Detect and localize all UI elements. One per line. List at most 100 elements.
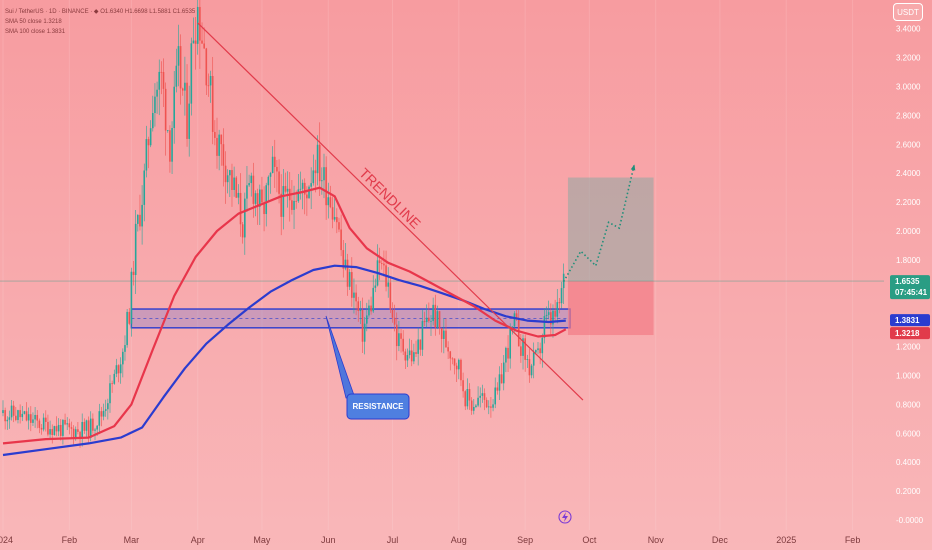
candle-body xyxy=(152,113,154,128)
candle-body xyxy=(310,183,312,187)
candle-body xyxy=(276,167,278,172)
x-tick-label: Nov xyxy=(648,535,665,545)
candle-body xyxy=(375,286,377,288)
currency-button[interactable]: USDT xyxy=(893,3,923,21)
candle-body xyxy=(255,193,257,204)
y-tick-label: 3.4000 xyxy=(896,25,921,34)
x-tick-label: Sep xyxy=(517,535,533,545)
candle-body xyxy=(405,351,407,360)
candle-body xyxy=(394,318,396,325)
candle-body xyxy=(66,423,68,424)
candle-body xyxy=(447,347,449,351)
candle-body xyxy=(176,66,178,87)
candle-body xyxy=(124,345,126,352)
candle-body xyxy=(304,183,306,195)
candle-body xyxy=(146,139,148,170)
candle-body xyxy=(210,76,212,85)
candle-body xyxy=(154,97,156,113)
candle-body xyxy=(225,166,227,182)
candle-body xyxy=(21,414,23,417)
candle-body xyxy=(302,183,304,189)
candle-body xyxy=(456,366,458,370)
candle-body xyxy=(11,406,13,418)
candle-body xyxy=(261,190,263,203)
candle-body xyxy=(460,360,462,380)
candle-body xyxy=(330,197,332,207)
candle-body xyxy=(107,403,109,409)
candle-body xyxy=(218,135,220,156)
candle-body xyxy=(372,288,374,311)
candle-body xyxy=(503,363,505,384)
candle-body xyxy=(90,419,92,438)
candle-body xyxy=(9,417,11,419)
candle-body xyxy=(387,282,389,286)
candle-body xyxy=(32,419,34,422)
candle-body xyxy=(308,187,310,199)
candle-body xyxy=(99,411,101,426)
candle-body xyxy=(113,374,115,384)
candle-body xyxy=(36,415,38,421)
candle-body xyxy=(383,264,385,266)
x-tick-label: Apr xyxy=(191,535,205,545)
x-tick-label: Dec xyxy=(712,535,729,545)
candle-body xyxy=(214,132,216,138)
candle-body xyxy=(19,410,21,417)
candle-body xyxy=(131,272,133,324)
candle-body xyxy=(313,170,315,183)
candle-body xyxy=(246,185,248,198)
candle-body xyxy=(86,420,88,430)
candle-body xyxy=(58,425,60,431)
y-tick-label: 3.2000 xyxy=(896,54,921,63)
candle-body xyxy=(413,352,415,361)
candle-body xyxy=(488,406,490,407)
x-tick-label: Jun xyxy=(321,535,336,545)
candle-body xyxy=(501,374,503,383)
candle-body xyxy=(278,171,280,193)
legend-line-1: SMA 50 close 1.3218 xyxy=(5,19,62,25)
candle-body xyxy=(490,406,492,407)
candle-body xyxy=(26,411,28,420)
candle-body xyxy=(306,195,308,199)
candle-body xyxy=(122,352,124,365)
x-tick-label: Aug xyxy=(451,535,467,545)
candle-body xyxy=(477,398,479,406)
candle-body xyxy=(197,7,199,44)
x-tick-label: Jul xyxy=(387,535,399,545)
candle-body xyxy=(334,217,336,220)
candle-body xyxy=(165,89,167,131)
stop-zone xyxy=(568,281,654,335)
candle-body xyxy=(203,44,205,49)
candle-body xyxy=(484,393,486,400)
y-tick-label: 0.4000 xyxy=(896,458,921,467)
candle-body xyxy=(184,83,186,91)
candle-body xyxy=(6,420,8,421)
candle-body xyxy=(270,173,272,177)
y-tick-label: 0.2000 xyxy=(896,487,921,496)
candle-body xyxy=(321,180,323,181)
candle-body xyxy=(486,400,488,407)
candle-body xyxy=(182,88,184,90)
candle-body xyxy=(539,348,541,353)
candle-body xyxy=(92,419,94,431)
candle-body xyxy=(471,401,473,411)
candle-body xyxy=(161,72,163,73)
candle-body xyxy=(216,138,218,156)
candle-body xyxy=(265,185,267,214)
candle-body xyxy=(94,430,96,431)
candle-body xyxy=(64,420,66,424)
candle-body xyxy=(156,90,158,97)
candle-body xyxy=(148,139,150,145)
candle-body xyxy=(409,351,411,356)
candle-body xyxy=(4,410,6,421)
candle-body xyxy=(111,383,113,384)
candle-body xyxy=(73,429,75,438)
candle-body xyxy=(81,422,83,438)
candle-body xyxy=(338,222,340,229)
candle-body xyxy=(298,189,300,201)
candle-body xyxy=(494,388,496,405)
candle-body xyxy=(518,320,520,347)
candle-body xyxy=(206,48,208,85)
candle-body xyxy=(469,389,471,401)
candle-body xyxy=(233,178,235,190)
candle-body xyxy=(432,305,434,321)
